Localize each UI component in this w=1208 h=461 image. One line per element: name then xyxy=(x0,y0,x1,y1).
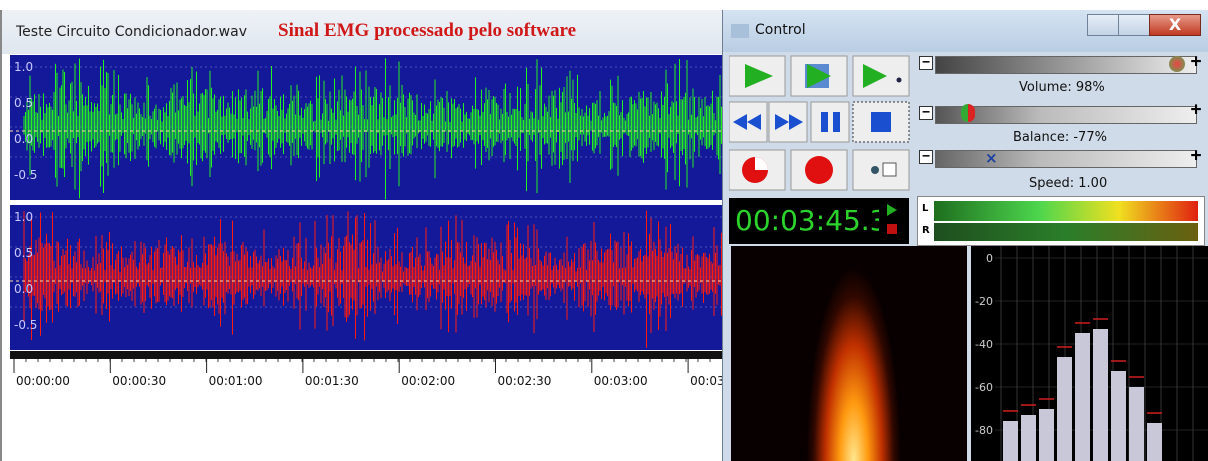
volume-plus[interactable]: + xyxy=(1189,56,1203,70)
file-name: Teste Circuito Condicionador.wav xyxy=(16,24,247,40)
right-level xyxy=(934,223,1198,241)
spectrum-label: -60 xyxy=(975,381,993,394)
balance-plus[interactable]: + xyxy=(1189,104,1203,118)
record-toggle[interactable] xyxy=(853,150,909,190)
annotation: Sinal EMG processado pelo software xyxy=(278,20,576,42)
amplitude-label: 0.5 xyxy=(14,96,33,110)
level-meter: L R xyxy=(917,196,1205,246)
record-button[interactable] xyxy=(791,150,847,190)
time-label: 00:01:30 xyxy=(305,374,359,388)
waveform-view: 1.0 0.5 0.0 -0.5 1.0 0.5 0.0 -0.5 00:00:00 00:00:… xyxy=(10,55,722,395)
meter-label: R xyxy=(922,225,930,236)
volume-minus[interactable]: − xyxy=(919,56,933,70)
screen: Teste Circuito Condicionador.wav Sinal E… xyxy=(0,0,1208,461)
time-label: 00:03:00 xyxy=(594,374,648,388)
spectrum-bar xyxy=(1147,423,1162,461)
wave-window: Teste Circuito Condicionador.wav Sinal E… xyxy=(0,10,724,461)
balance-minus[interactable]: − xyxy=(919,106,933,120)
volume-label: Volume: 98% xyxy=(1019,80,1105,95)
volume-slider[interactable] xyxy=(935,56,1197,74)
spectrum-bar xyxy=(1003,421,1018,461)
amplitude-label: 1.0 xyxy=(14,210,33,224)
spectrum-label: -40 xyxy=(975,338,993,351)
rewind-button[interactable] xyxy=(729,102,767,142)
title-bar: Control X xyxy=(723,10,1208,52)
maximize-button[interactable] xyxy=(1118,14,1150,36)
play-selection-button[interactable] xyxy=(791,56,847,96)
spectrum-bar xyxy=(1075,333,1090,461)
left-level xyxy=(934,201,1198,221)
control-window: Control X − + Volume: 98% − + Balance: -… xyxy=(722,10,1208,461)
amplitude-label: 0.0 xyxy=(14,282,33,296)
play-button[interactable] xyxy=(729,56,785,96)
balance-thumb[interactable] xyxy=(961,104,975,122)
time-label: 00:02:30 xyxy=(498,374,552,388)
balance-label: Balance: -77% xyxy=(1013,130,1107,145)
speed-plus[interactable]: + xyxy=(1189,150,1203,164)
spectrum-label: -20 xyxy=(975,295,993,308)
spectrum-bar xyxy=(1129,387,1144,461)
spectrum-bar xyxy=(1021,415,1036,461)
time-label: 00:00:30 xyxy=(112,374,166,388)
title-bar: Teste Circuito Condicionador.wav Sinal E… xyxy=(2,10,724,54)
spectrum-bar xyxy=(1093,329,1108,461)
time-label: 00:00:00 xyxy=(16,374,70,388)
forward-button[interactable] xyxy=(769,102,807,142)
amplitude-label: 1.0 xyxy=(14,60,33,74)
volume-thumb[interactable] xyxy=(1169,56,1185,72)
spectrogram xyxy=(731,246,967,461)
timeline-bar xyxy=(10,351,722,359)
close-button[interactable]: X xyxy=(1149,14,1201,36)
spectrum-bar xyxy=(1111,371,1126,461)
time-label: 00:02:00 xyxy=(401,374,455,388)
app-icon xyxy=(731,24,749,38)
time-label: 00:01:00 xyxy=(209,374,263,388)
time-label: 00:03 xyxy=(690,374,722,388)
stop-button[interactable] xyxy=(853,102,909,142)
spectrum-label: -80 xyxy=(975,424,993,437)
amplitude-label: -0.5 xyxy=(14,168,37,182)
spectrum-label: 0 xyxy=(986,252,993,265)
spectrum-bar xyxy=(1057,357,1072,461)
amplitude-label: 0.0 xyxy=(14,132,33,146)
speed-thumb[interactable]: × xyxy=(985,149,998,167)
play-from-button[interactable] xyxy=(853,56,909,96)
transport-buttons xyxy=(729,54,915,194)
meter-label: L xyxy=(922,203,928,214)
amplitude-label: 0.5 xyxy=(14,246,33,260)
spectrum-analyzer: 0 -20 -40 -60 -80 xyxy=(971,246,1208,461)
play-state xyxy=(879,198,909,244)
window-title: Control xyxy=(755,22,806,38)
spectrum-bar xyxy=(1039,409,1054,461)
speed-slider[interactable] xyxy=(935,150,1197,168)
amplitude-label: -0.5 xyxy=(14,318,37,332)
record-options-button[interactable] xyxy=(729,150,785,190)
speed-minus[interactable]: − xyxy=(919,150,933,164)
speed-label: Speed: 1.00 xyxy=(1029,176,1107,191)
pause-button[interactable] xyxy=(811,102,849,142)
minimize-button[interactable] xyxy=(1087,14,1119,36)
